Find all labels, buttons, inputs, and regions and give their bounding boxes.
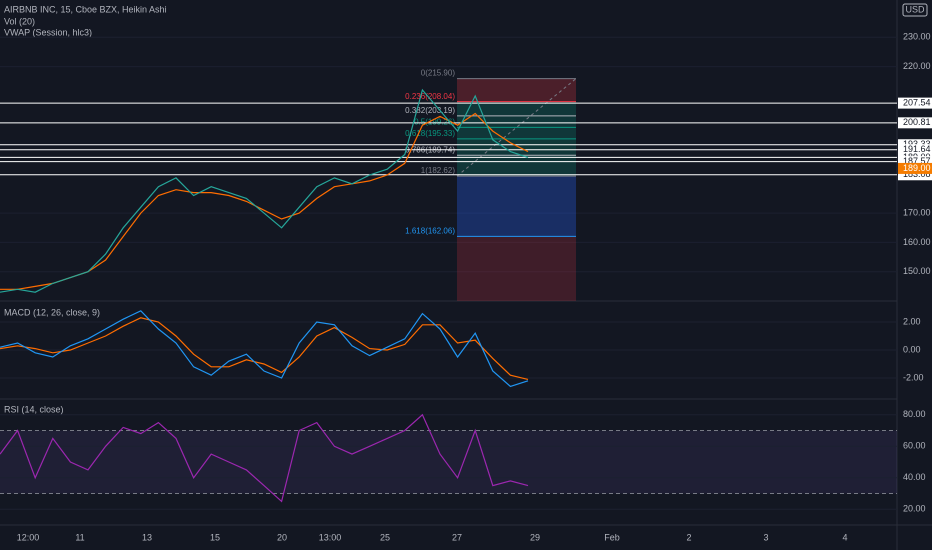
fib-zone xyxy=(457,236,576,301)
time-label: 29 xyxy=(530,532,540,542)
currency[interactable]: USD xyxy=(905,4,925,14)
y-tick-label: 20.00 xyxy=(903,504,926,514)
fib-label: 0.618(195.33) xyxy=(405,129,455,138)
y-tick-label: 150.00 xyxy=(903,266,931,276)
time-label: 4 xyxy=(842,532,847,542)
level-label: 187.57 xyxy=(903,156,931,166)
y-tick-label: 170.00 xyxy=(903,207,931,217)
y-tick-label: 220.00 xyxy=(903,61,931,71)
level-tag xyxy=(898,169,932,181)
time-label: 13 xyxy=(142,532,152,542)
rsi-band xyxy=(0,430,897,494)
level-label: 200.81 xyxy=(903,117,931,127)
last-price-tag xyxy=(898,162,932,174)
symbol-title: AIRBNB INC, 15, Cboe BZX, Heikin Ashi xyxy=(4,4,167,14)
rsi-line xyxy=(0,413,529,503)
fib-trend xyxy=(456,78,577,177)
time-label: 12:00 xyxy=(17,532,40,542)
last-price-label: 189.00 xyxy=(903,163,931,173)
time-label: 20 xyxy=(277,532,287,542)
y-tick-label: 2.00 xyxy=(903,316,921,326)
time-label: 15 xyxy=(210,532,220,542)
pane-title: MACD (12, 26, close, 9) xyxy=(4,307,100,317)
price-line xyxy=(0,88,529,293)
indicator-label: VWAP (Session, hlc3) xyxy=(4,27,92,37)
y-tick-label: 80.00 xyxy=(903,409,926,419)
level-label: 207.54 xyxy=(903,97,931,107)
time-label: Feb xyxy=(604,532,620,542)
level-tag xyxy=(898,117,932,129)
level-label: 193.33 xyxy=(903,139,931,149)
y-tick-label: 160.00 xyxy=(903,237,931,247)
fib-label: 1(182.62) xyxy=(421,166,456,175)
time-label: 25 xyxy=(380,532,390,542)
fib-zone xyxy=(457,176,576,237)
fib-label: 0.5(199.26) xyxy=(414,117,455,126)
y-tick-label: 230.00 xyxy=(903,32,931,42)
pane-title: RSI (14, close) xyxy=(4,404,64,414)
y-tick-label: 40.00 xyxy=(903,472,926,482)
fib-zone xyxy=(457,78,576,102)
level-tag xyxy=(898,97,932,109)
level-tag xyxy=(898,156,932,168)
signal-line xyxy=(0,317,529,380)
time-label: 2 xyxy=(686,532,691,542)
time-label: 13:00 xyxy=(319,532,342,542)
time-label: 27 xyxy=(452,532,462,542)
time-label: 3 xyxy=(763,532,768,542)
level-label: 191.64 xyxy=(903,144,931,154)
level-tag xyxy=(898,144,932,156)
level-label: 183.08 xyxy=(903,169,931,179)
time-label: 11 xyxy=(75,532,84,542)
y-tick-label: -2.00 xyxy=(903,372,924,382)
fib-label: 0.382(203.19) xyxy=(405,106,455,115)
macd-line xyxy=(0,310,529,388)
fib-label: 0(215.90) xyxy=(421,69,456,78)
indicator-label: Vol (20) xyxy=(4,16,35,26)
fib-label: 0.236(208.04) xyxy=(405,92,455,101)
currency-box[interactable] xyxy=(902,3,928,17)
y-tick-label: 0.00 xyxy=(903,344,921,354)
y-tick-label: 60.00 xyxy=(903,441,926,451)
fib-label: 1.618(162.06) xyxy=(405,226,455,235)
